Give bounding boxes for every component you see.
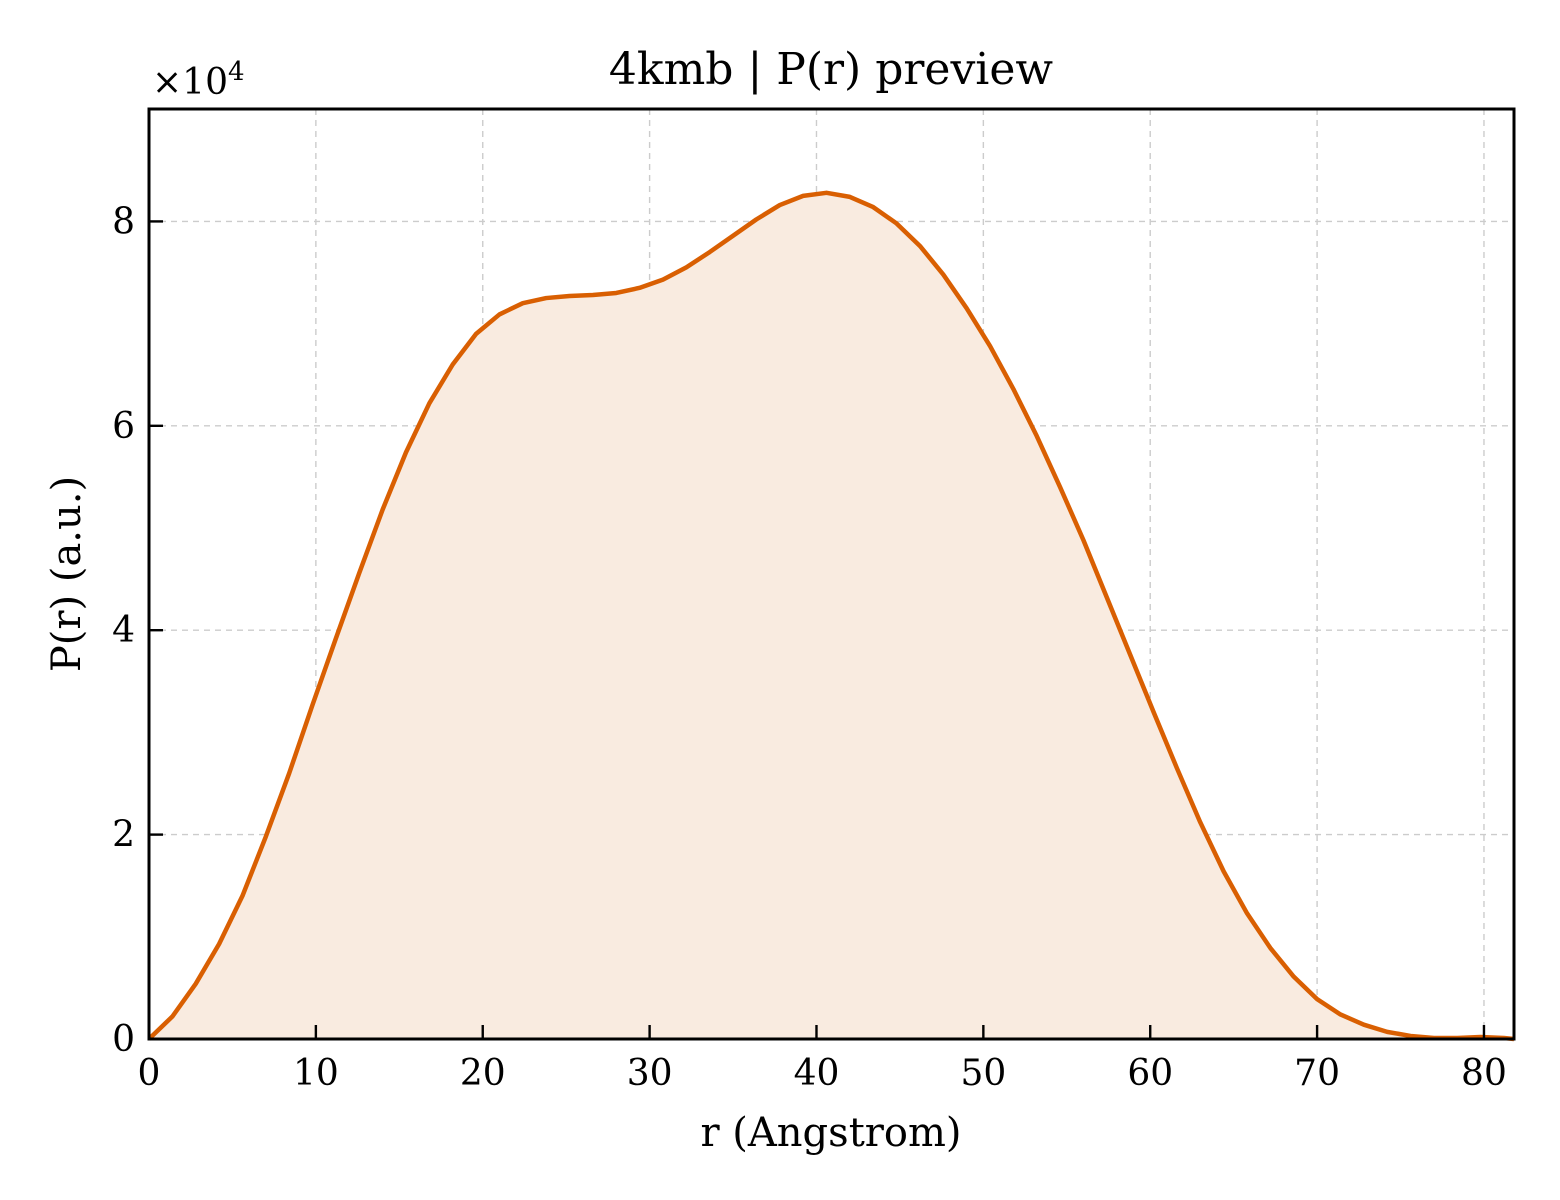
y-tick-label: 2	[112, 815, 135, 856]
ticks: 0 10 20 30 40 50 60 70 80 0 2 4 6 8	[112, 201, 1507, 1094]
y-tick-label: 6	[112, 406, 135, 447]
y-tick-label: 4	[112, 610, 135, 651]
x-tick-label: 80	[1461, 1053, 1507, 1094]
x-tick-label: 0	[138, 1053, 161, 1094]
x-tick-label: 10	[293, 1053, 339, 1094]
x-tick-label: 20	[460, 1053, 506, 1094]
x-tick-label: 40	[794, 1053, 840, 1094]
pr-curve-line	[147, 190, 1515, 1042]
pr-area-fill	[149, 192, 1514, 1040]
y-axis-label: P(r) (a.u.)	[44, 476, 90, 672]
x-axis-label: r (Angstrom)	[700, 1110, 961, 1156]
plot-frame	[147, 107, 1516, 1041]
x-tick-label: 60	[1127, 1053, 1173, 1094]
y-multiplier-exponent: 4	[228, 57, 245, 87]
y-multiplier: ×104	[152, 57, 245, 103]
x-tick-label: 70	[1294, 1053, 1340, 1094]
x-tick-label: 30	[627, 1053, 673, 1094]
y-tick-label: 8	[112, 201, 135, 242]
chart-title: 4kmb | P(r) preview	[609, 44, 1054, 95]
y-tick-label: 0	[112, 1019, 135, 1060]
x-tick-label: 50	[960, 1053, 1006, 1094]
y-multiplier-base: ×10	[152, 62, 228, 103]
